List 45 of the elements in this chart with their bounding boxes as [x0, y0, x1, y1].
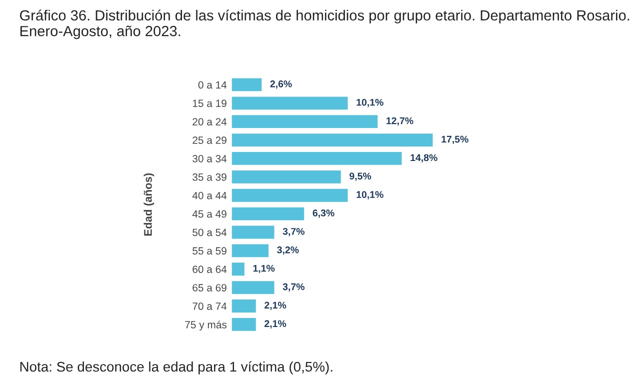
data-label: 3,7% [282, 228, 304, 236]
data-label: 1,1% [253, 264, 275, 274]
bar [232, 207, 304, 220]
bar [232, 281, 274, 294]
y-tick-label: 15 a 19 [192, 100, 226, 108]
y-tick-label: 45 a 49 [192, 210, 226, 218]
data-label: 2,6% [270, 80, 292, 89]
y-tick-label: 40 a 44 [192, 192, 227, 200]
data-label: 17,5% [442, 136, 468, 144]
y-axis-title: Edad (años) [144, 173, 154, 236]
chart-title: Gráfico 36. Distribución de las víctimas de homicidios por grupo etario. Departamento Rosario. Enero-Agosto, año 2023. [20, 10, 630, 40]
data-label: 3,7% [282, 283, 304, 292]
y-tick-label: 20 a 24 [192, 118, 227, 126]
bar [232, 318, 256, 331]
text: Nota: Se desconoce la edad para 1 víctima (0,5%). [20, 361, 332, 374]
y-tick-label: 25 a 29 [192, 136, 226, 144]
bar [232, 96, 348, 110]
bar [232, 300, 256, 312]
data-label: 12,7% [386, 117, 414, 126]
y-tick-label: 70 a 74 [192, 302, 227, 310]
y-tick-label: 65 a 69 [192, 284, 226, 292]
data-label: 2,1% [264, 320, 286, 328]
bar [232, 226, 274, 239]
data-label: 10,1% [356, 98, 384, 108]
y-tick-label: 35 a 39 [192, 173, 226, 181]
bar [232, 115, 378, 128]
bar [232, 134, 433, 146]
bar [232, 170, 341, 184]
data-label: 2,1% [264, 302, 286, 310]
data-label: 6,3% [312, 210, 334, 218]
bar [232, 262, 244, 276]
data-label: 9,5% [350, 172, 372, 181]
data-label: 3,2% [277, 246, 299, 255]
bar [232, 244, 269, 258]
y-tick-label: 55 a 59 [192, 247, 226, 255]
bar [232, 152, 402, 165]
data-label: 14,8% [410, 154, 438, 162]
bar [232, 78, 262, 92]
data-label: 10,1% [356, 191, 384, 200]
y-tick-label: 75 y más [185, 320, 227, 330]
y-tick-label: 60 a 64 [192, 266, 227, 274]
bar [232, 188, 348, 202]
y-tick-label: 50 a 54 [192, 228, 227, 236]
y-tick-label: 0 a 14 [198, 81, 227, 89]
y-tick-label: 30 a 34 [192, 154, 227, 162]
